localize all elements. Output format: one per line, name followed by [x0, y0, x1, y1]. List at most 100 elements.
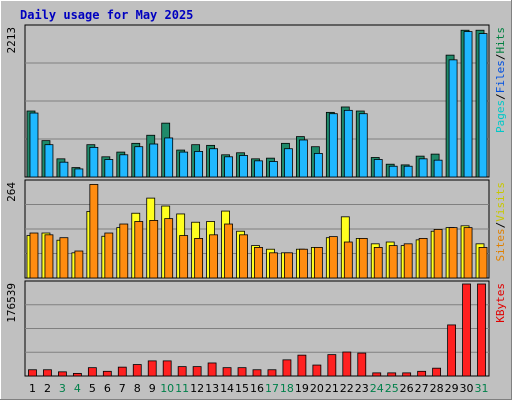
- bar-kbytes-day-6: [102, 370, 112, 377]
- x-tick-label: 15: [235, 382, 249, 395]
- x-tick-label: 11: [175, 382, 189, 395]
- legend-entry: /: [494, 222, 507, 229]
- bar-sites-day-12: [194, 238, 204, 279]
- bar-files-day-27: [418, 158, 428, 178]
- bar-files-day-11: [179, 151, 189, 178]
- legend: Pages/Files/Hits: [494, 27, 507, 133]
- bar-files-day-15: [239, 155, 248, 178]
- bar-files-day-31: [478, 33, 488, 178]
- bar-files-day-4: [74, 168, 84, 178]
- bar-kbytes-day-14: [222, 367, 232, 377]
- bar-kbytes-day-19: [297, 354, 307, 377]
- x-tick-label: 8: [134, 382, 141, 395]
- x-tick-label: 12: [190, 382, 204, 395]
- bar-files-day-30: [463, 31, 473, 178]
- bar-sites-day-4: [74, 250, 84, 279]
- x-tick-label: 3: [59, 382, 66, 395]
- chart-title: Daily usage for May 2025: [20, 8, 193, 22]
- x-tick-label: 1: [29, 382, 36, 395]
- x-tick-label: 7: [119, 382, 126, 395]
- legend: Sites/Visits: [494, 182, 507, 262]
- legend-entry: Files: [494, 60, 507, 93]
- bar-files-day-18: [284, 148, 293, 178]
- x-tick-label: 26: [400, 382, 414, 395]
- legend-entry: Pages: [494, 100, 507, 133]
- bar-sites-day-18: [284, 252, 293, 279]
- bar-sites-day-19: [299, 248, 308, 279]
- x-tick-label: 17: [265, 382, 279, 395]
- x-tick-label: 19: [295, 382, 309, 395]
- bar-sites-day-31: [478, 247, 488, 279]
- bar-kbytes-day-21: [327, 354, 337, 377]
- bar-sites-day-25: [388, 245, 398, 279]
- legend-entry: Sites: [494, 228, 507, 261]
- panel-visits-sites: 264 Sites/Visits: [5, 179, 507, 279]
- bar-files-day-10: [164, 137, 174, 178]
- bar-kbytes-day-28: [432, 367, 442, 377]
- bar-sites-day-17: [269, 252, 278, 279]
- bar-sites-day-5: [89, 184, 99, 279]
- legend-entry: Visits: [494, 182, 507, 222]
- bar-kbytes-day-10: [162, 360, 172, 377]
- x-tick-label: 27: [415, 382, 429, 395]
- bar-kbytes-day-17: [267, 369, 277, 377]
- legend-entry: /: [494, 54, 507, 61]
- bar-sites-day-13: [209, 234, 218, 279]
- bar-kbytes-day-24: [372, 372, 382, 377]
- bar-kbytes-day-27: [417, 370, 427, 377]
- y-max-label: 2213: [5, 27, 18, 54]
- y-max-label: 264: [5, 182, 18, 202]
- bar-files-day-2: [44, 144, 54, 178]
- bar-kbytes-day-13: [207, 362, 217, 377]
- bar-kbytes-day-15: [237, 367, 247, 377]
- bar-files-day-16: [254, 160, 263, 178]
- bar-kbytes-day-20: [312, 364, 322, 377]
- bar-kbytes-day-30: [462, 283, 471, 377]
- x-tick-label: 16: [250, 382, 264, 395]
- bar-files-day-6: [104, 159, 114, 178]
- bar-files-day-12: [194, 151, 204, 178]
- bar-files-day-13: [209, 148, 218, 178]
- bar-kbytes-day-4: [72, 372, 82, 377]
- bar-kbytes-day-12: [192, 366, 202, 377]
- x-tick-label: 28: [430, 382, 444, 395]
- bar-kbytes-day-22: [342, 351, 352, 377]
- x-tick-label: 25: [385, 382, 399, 395]
- x-tick-label: 4: [74, 382, 81, 395]
- bar-files-day-1: [29, 112, 39, 178]
- bar-sites-day-15: [239, 234, 248, 279]
- bar-files-day-26: [403, 165, 413, 178]
- x-tick-label: 22: [340, 382, 354, 395]
- bar-files-day-20: [313, 153, 323, 178]
- bar-kbytes-day-25: [387, 372, 397, 377]
- bar-kbytes-day-23: [357, 352, 367, 377]
- bar-files-day-5: [89, 146, 99, 178]
- bar-sites-day-16: [254, 247, 263, 279]
- bar-kbytes-day-26: [402, 372, 412, 377]
- x-tick-label: 2: [44, 382, 51, 395]
- bar-files-day-25: [388, 165, 398, 178]
- bar-files-day-17: [269, 161, 278, 178]
- bar-files-day-3: [59, 161, 69, 178]
- bar-kbytes-day-3: [58, 371, 67, 377]
- legend: KBytes: [494, 283, 507, 323]
- bar-kbytes-day-1: [28, 369, 37, 377]
- bar-sites-day-27: [418, 238, 428, 279]
- bar-kbytes-day-7: [117, 366, 127, 377]
- bar-files-day-28: [433, 159, 443, 178]
- bar-kbytes-day-9: [147, 360, 157, 377]
- bar-kbytes-day-18: [282, 359, 292, 377]
- bar-sites-day-23: [358, 238, 368, 279]
- bar-files-day-7: [119, 154, 129, 178]
- bar-sites-day-6: [104, 232, 114, 279]
- legend-entry: KBytes: [494, 283, 507, 323]
- bar-sites-day-7: [119, 223, 129, 279]
- bar-sites-day-22: [343, 241, 353, 279]
- bar-sites-day-20: [313, 247, 323, 279]
- bar-files-day-21: [328, 113, 338, 178]
- bar-kbytes-day-8: [132, 364, 142, 377]
- bar-files-day-8: [134, 146, 144, 178]
- legend-entry: Hits: [494, 27, 507, 54]
